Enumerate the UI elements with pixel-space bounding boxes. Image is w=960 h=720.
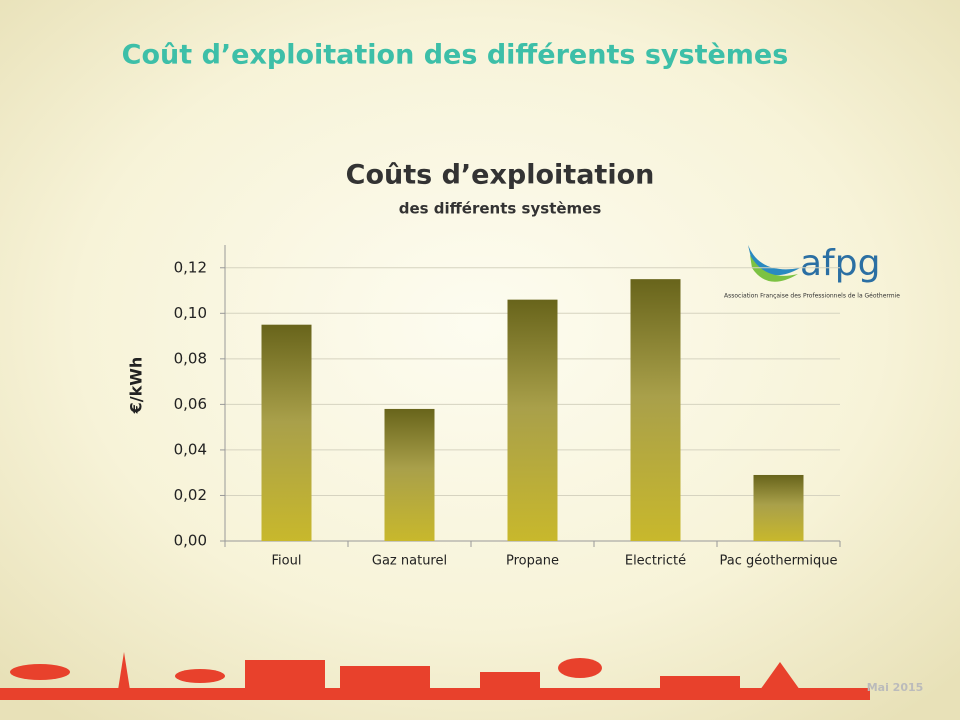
y-tick-label: 0,02 [174,486,207,504]
skyline-building [480,672,540,690]
bar [630,279,681,541]
skyline-derrick [118,652,130,690]
skyline-tree [10,664,70,680]
skyline-building [340,666,430,690]
logo-name: afpg [800,243,880,284]
x-tick-label: Propane [506,554,559,569]
y-tick-label: 0,10 [174,304,207,322]
y-tick-label: 0,08 [174,349,207,367]
logo-caption: Association Française des Professionnels… [724,293,900,300]
bar [753,474,804,541]
skyline-pylon [760,662,800,690]
plot: 0,00 0,02 0,04 0,06 0,08 0,10 0,12 Fioul Gaz nat… [174,245,841,569]
slide-title: Coût d’exploitation des différents systè… [122,40,789,71]
bar [261,324,312,541]
skyline-building [245,660,325,690]
y-tick-label: 0,04 [174,440,207,458]
chart-subtitle: des différents systèmes [399,200,602,218]
footer-date: Mai 2015 [867,681,924,694]
y-tick-label: 0,06 [174,395,207,413]
bar [507,299,558,541]
y-tick-label: 0,00 [174,532,207,550]
skyline-ground [0,688,870,700]
logo-swoosh [750,255,798,282]
skyline [0,652,870,700]
x-tick-label: Electricté [625,554,686,569]
bar [384,408,435,541]
x-tick-label: Fioul [272,554,302,569]
x-tick-label: Gaz naturel [372,554,447,569]
skyline-tree [175,669,225,683]
x-tick-label: Pac géothermique [720,554,838,569]
y-axis-label: €/kWh [127,357,146,415]
skyline-tree [558,658,602,678]
skyline-building [660,676,740,690]
y-tick-label: 0,12 [174,258,207,276]
chart-title: Coûts d’exploitation [346,160,655,191]
